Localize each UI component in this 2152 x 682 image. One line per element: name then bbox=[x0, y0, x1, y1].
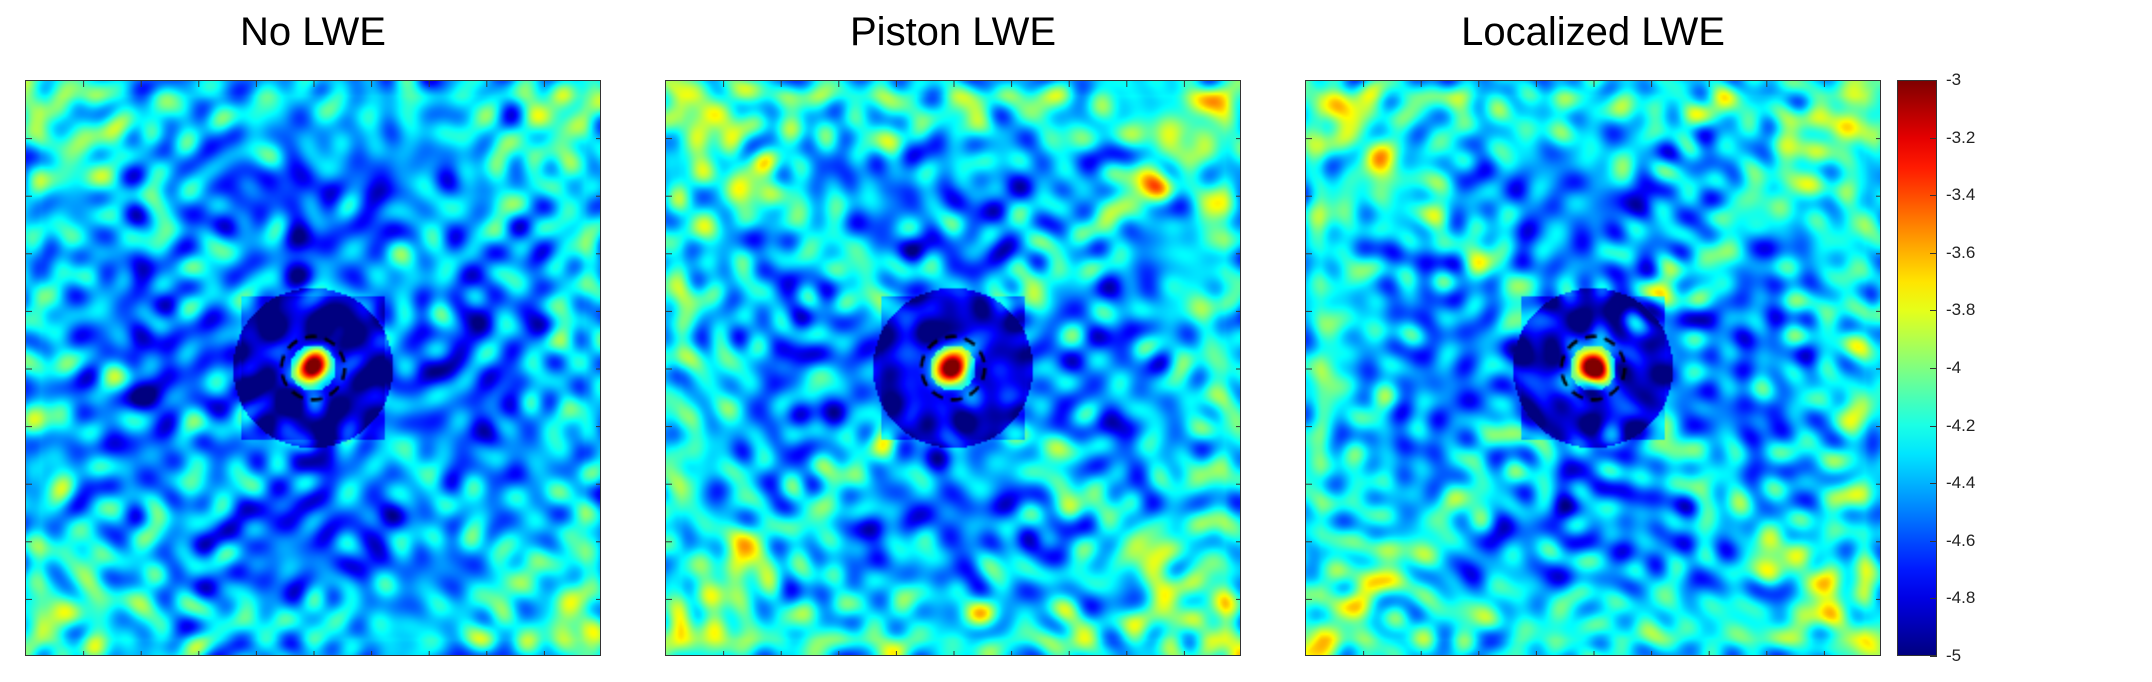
heatmap-no-lwe bbox=[25, 80, 601, 656]
colorbar-tick-label: -3.6 bbox=[1946, 242, 1976, 262]
colorbar-tick-label: -3.4 bbox=[1946, 185, 1976, 205]
colorbar-tick-label: -4.6 bbox=[1946, 530, 1976, 550]
heatmap-canvas-localized-lwe bbox=[1306, 81, 1880, 655]
colorbar-tick-mark bbox=[1930, 598, 1937, 600]
colorbar-tick-mark bbox=[1930, 310, 1937, 312]
panel-title-localized-lwe: Localized LWE bbox=[1461, 10, 1725, 54]
panel-title-piston-lwe: Piston LWE bbox=[850, 10, 1056, 54]
colorbar-tick-label: -3 bbox=[1946, 70, 1962, 89]
colorbar-tick-mark bbox=[1930, 483, 1937, 485]
heatmap-piston-lwe bbox=[665, 80, 1241, 656]
colorbar-tick-mark bbox=[1930, 252, 1937, 254]
panel-title-no-lwe: No LWE bbox=[240, 10, 386, 54]
colorbar-tick-mark bbox=[1930, 540, 1937, 542]
colorbar-tick-mark bbox=[1930, 368, 1937, 369]
colorbar-tick-label: -4.4 bbox=[1946, 473, 1976, 493]
colorbar-tick-label: -4.8 bbox=[1946, 588, 1976, 608]
colorbar-tick-mark bbox=[1930, 656, 1937, 657]
colorbar-tick-mark bbox=[1930, 425, 1937, 427]
axis-ticks-piston-lwe bbox=[666, 81, 1240, 655]
colorbar-tick-label: -3.2 bbox=[1946, 127, 1976, 147]
axis-ticks-no-lwe bbox=[26, 81, 600, 655]
heatmap-localized-lwe bbox=[1305, 80, 1881, 656]
colorbar-tick-mark bbox=[1930, 137, 1937, 139]
colorbar-tick-label: -5 bbox=[1946, 646, 1962, 665]
heatmap-canvas-piston-lwe bbox=[666, 81, 1240, 655]
colorbar-tick-mark bbox=[1930, 80, 1937, 81]
heatmap-canvas-no-lwe bbox=[26, 81, 600, 655]
colorbar-tick-mark bbox=[1930, 195, 1937, 197]
colorbar-tick-label: -4 bbox=[1946, 358, 1962, 377]
colorbar-tick-label: -4.2 bbox=[1946, 415, 1976, 435]
colorbar-tick-label: -3.8 bbox=[1946, 300, 1976, 320]
axis-ticks-localized-lwe bbox=[1306, 81, 1880, 655]
